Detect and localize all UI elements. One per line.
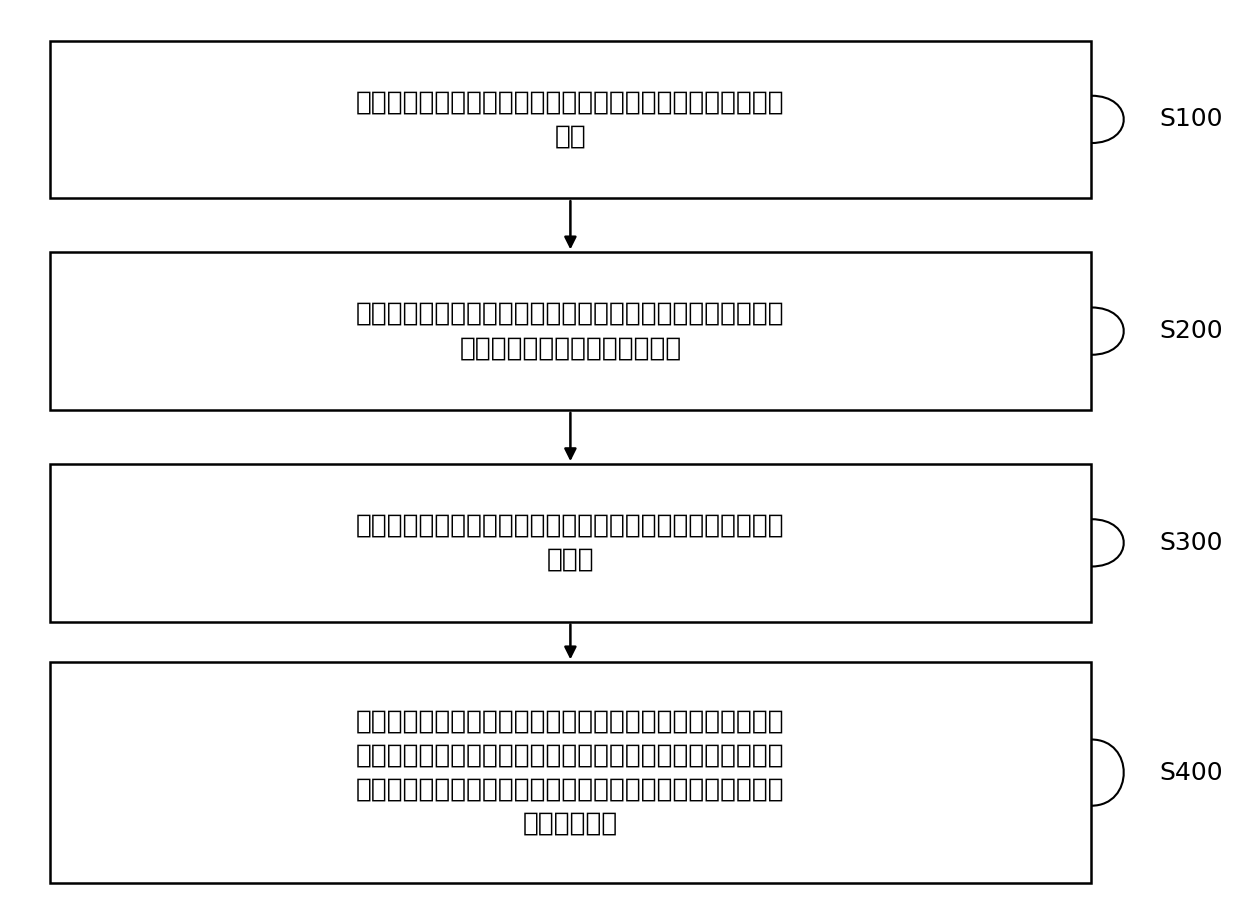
Text: 得到第二乘积，将第一乘积除以第二乘积后开根号，得到所述: 得到第二乘积，将第一乘积除以第二乘积后开根号，得到所述 xyxy=(356,777,785,803)
Text: S400: S400 xyxy=(1159,760,1223,785)
Text: S200: S200 xyxy=(1159,319,1223,343)
Text: S100: S100 xyxy=(1159,107,1223,132)
Text: 连接脉冲发生器和具有固定阻抗的外接电阻，测量输入的电流: 连接脉冲发生器和具有固定阻抗的外接电阻，测量输入的电流 xyxy=(356,89,785,115)
Text: 信号: 信号 xyxy=(554,123,587,150)
Bar xyxy=(50,464,1091,622)
Text: 乘积，将输入的电流信号、声传播函数和声辐射阻抗三者相乘: 乘积，将输入的电流信号、声传播函数和声辐射阻抗三者相乘 xyxy=(356,742,785,769)
Text: 分离所述脉冲发生器和所述外接电阻，连接脉冲发生器和探头: 分离所述脉冲发生器和所述外接电阻，连接脉冲发生器和探头 xyxy=(356,301,785,327)
Text: 将外界电阻、脉冲发生器的阻值和乘以输出电流信号得到第一: 将外界电阻、脉冲发生器的阻值和乘以输出电流信号得到第一 xyxy=(356,708,785,734)
Bar xyxy=(50,662,1091,883)
Text: 获取声传播函数、声辐射阻抗、外接电阻的阻值和脉冲发生器: 获取声传播函数、声辐射阻抗、外接电阻的阻值和脉冲发生器 xyxy=(356,513,785,539)
Bar xyxy=(50,252,1091,410)
Bar xyxy=(50,41,1091,198)
Text: 探头的灵敏度: 探头的灵敏度 xyxy=(523,811,618,837)
Text: S300: S300 xyxy=(1159,531,1223,555)
Text: ，测量流经探头的输出电流信号: ，测量流经探头的输出电流信号 xyxy=(459,335,682,361)
Text: 的阻值: 的阻值 xyxy=(547,547,594,573)
